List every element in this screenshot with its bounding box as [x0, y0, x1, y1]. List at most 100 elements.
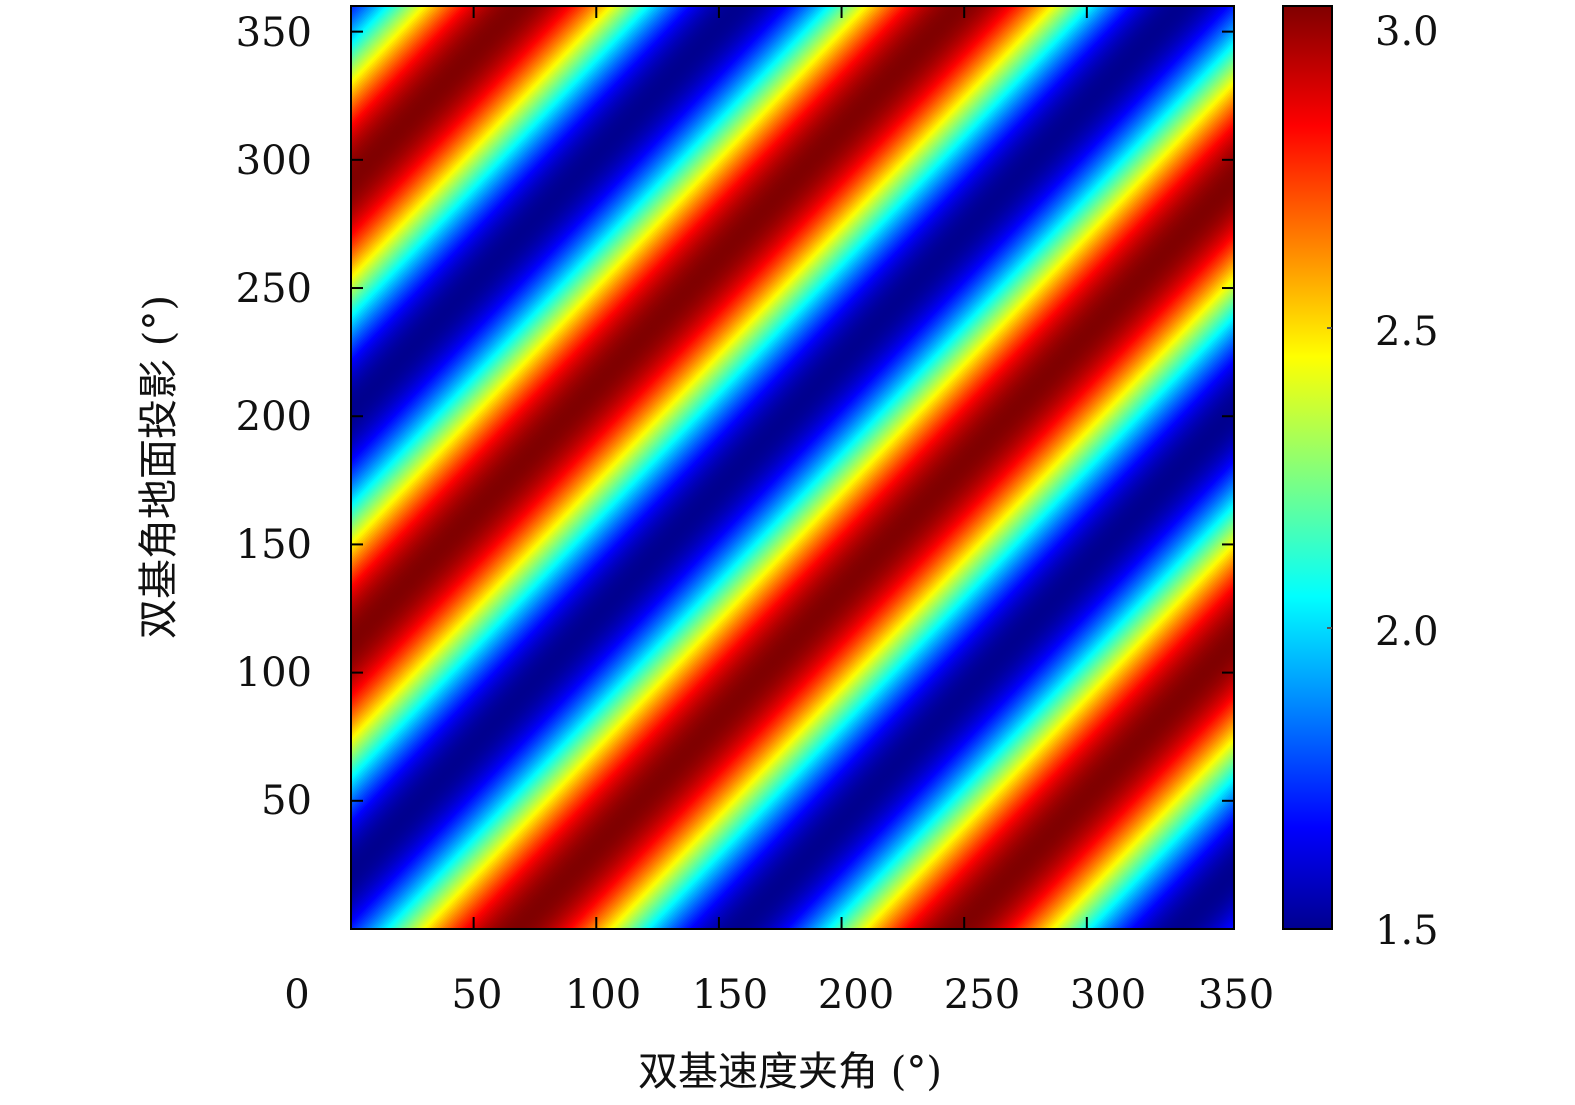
x-tick-label: 100: [565, 972, 641, 1018]
heatmap-stripe: [888, 567, 1234, 929]
heatmap-stripe: [824, 500, 1234, 929]
heatmap-stripe: [910, 590, 1234, 929]
heatmap-stripe: [885, 564, 1234, 929]
heatmap-stripe: [848, 526, 1234, 929]
heatmap-stripe: [799, 475, 1234, 929]
heatmap-stripe: [615, 282, 1234, 929]
heatmap-stripe: [1224, 918, 1234, 929]
x-tick-label: 50: [452, 972, 503, 1018]
heatmap-stripe: [1057, 744, 1234, 929]
heatmap-stripe: [657, 326, 1234, 929]
heatmap-stripe: [1108, 798, 1234, 929]
heatmap-stripe: [569, 234, 1234, 929]
heatmap-stripe: [1153, 844, 1234, 929]
heatmap-stripe: [993, 677, 1234, 929]
heatmap-stripe: [772, 446, 1234, 929]
heatmap-stripe: [817, 493, 1234, 929]
heatmap-stripe: [468, 129, 1234, 929]
colorbar-tick-label: 1.5: [1375, 908, 1439, 954]
heatmap-stripe: [890, 570, 1234, 929]
heatmap-stripe: [402, 59, 1234, 929]
heatmap-stripe: [976, 659, 1234, 929]
heatmap-stripe: [996, 680, 1234, 929]
heatmap-stripe: [451, 111, 1234, 929]
heatmap-stripe: [1047, 734, 1234, 929]
heatmap-stripe: [694, 364, 1234, 929]
heatmap-stripe: [912, 593, 1234, 929]
heatmap-stripe: [478, 139, 1234, 929]
heatmap-stripe: [1059, 746, 1234, 929]
heatmap-stripe: [360, 16, 1234, 929]
heatmap-stripe: [353, 8, 1234, 929]
colorbar: 1.5 2.0 2.5 3.0: [1282, 5, 1439, 954]
heatmap-stripe: [606, 272, 1234, 929]
heatmap-stripe: [839, 516, 1234, 929]
heatmap-stripe: [640, 308, 1234, 929]
heatmap-stripe: [753, 426, 1234, 929]
heatmap-stripe: [495, 157, 1234, 929]
heatmap-stripe: [1140, 831, 1234, 929]
heatmap-stripe: [853, 531, 1234, 929]
heatmap-stripe: [728, 400, 1234, 929]
heatmap-stripe: [714, 385, 1234, 929]
heatmap-stripe: [883, 562, 1234, 929]
heatmap-stripe: [552, 216, 1234, 929]
heatmap-stripe: [954, 636, 1234, 929]
heatmap-stripe: [907, 588, 1234, 929]
heatmap-stripe: [637, 305, 1234, 929]
colorbar-gradient: [1282, 5, 1333, 930]
heatmap-stripe: [463, 123, 1234, 929]
heatmap-stripe: [1000, 685, 1234, 929]
heatmap-stripe: [701, 372, 1234, 929]
heatmap-stripe: [596, 262, 1234, 929]
heatmap-stripe: [534, 198, 1234, 929]
heatmap-stripe: [696, 367, 1234, 929]
heatmap-stripe: [1145, 836, 1234, 929]
heatmap-stripe: [1189, 882, 1234, 929]
heatmap-stripe: [480, 141, 1234, 929]
heatmap-stripe: [971, 654, 1234, 929]
heatmap-stripe: [981, 664, 1234, 929]
heatmap-stripe: [679, 349, 1234, 929]
heatmap-stripe: [441, 100, 1234, 929]
heatmap-stripe: [1184, 877, 1234, 929]
heatmap-stripe: [844, 521, 1234, 929]
heatmap-stripe: [1084, 772, 1234, 929]
heatmap-stripe: [485, 147, 1234, 929]
heatmap-stripe: [547, 211, 1234, 929]
heatmap-stripe: [969, 652, 1234, 929]
heatmap-stripe: [635, 303, 1234, 929]
heatmap-stripe: [829, 505, 1234, 929]
heatmap-stripe: [878, 557, 1234, 929]
heatmap-stripe: [1101, 790, 1234, 929]
heatmap-stripe: [858, 536, 1234, 929]
heatmap-stripe: [831, 508, 1234, 929]
x-tick-label: 300: [1070, 972, 1146, 1018]
heatmap-stripe: [517, 180, 1234, 929]
heatmap-stripe: [743, 416, 1234, 929]
heatmap-stripe: [1015, 700, 1234, 929]
heatmap-stripe: [633, 300, 1234, 929]
heatmap-stripe: [476, 136, 1234, 929]
heatmap-stripe: [655, 323, 1234, 929]
heatmap-stripe: [1040, 726, 1234, 929]
heatmap-stripe: [429, 88, 1234, 929]
colorbar-tick-label: 2.5: [1375, 309, 1439, 355]
heatmap-stripe: [351, 6, 357, 12]
heatmap-stripe: [1128, 818, 1234, 929]
heatmap-stripe: [718, 390, 1234, 929]
heatmap-stripe: [939, 621, 1234, 929]
heatmap-stripe: [765, 439, 1234, 929]
heatmap-stripe: [446, 105, 1234, 929]
heatmap-stripe: [1135, 826, 1234, 929]
heatmap-stripe: [404, 62, 1234, 929]
heatmap-stripe: [998, 682, 1234, 929]
heatmap-stripe: [647, 316, 1234, 929]
heatmap-stripe: [758, 431, 1234, 929]
heatmap-stripe: [804, 480, 1234, 929]
heatmap-stripe: [738, 411, 1234, 929]
heatmap-stripe: [1025, 711, 1234, 929]
heatmap-stripe: [1199, 893, 1234, 929]
heatmap-stripe: [449, 108, 1234, 929]
heatmap-stripe: [419, 77, 1234, 929]
